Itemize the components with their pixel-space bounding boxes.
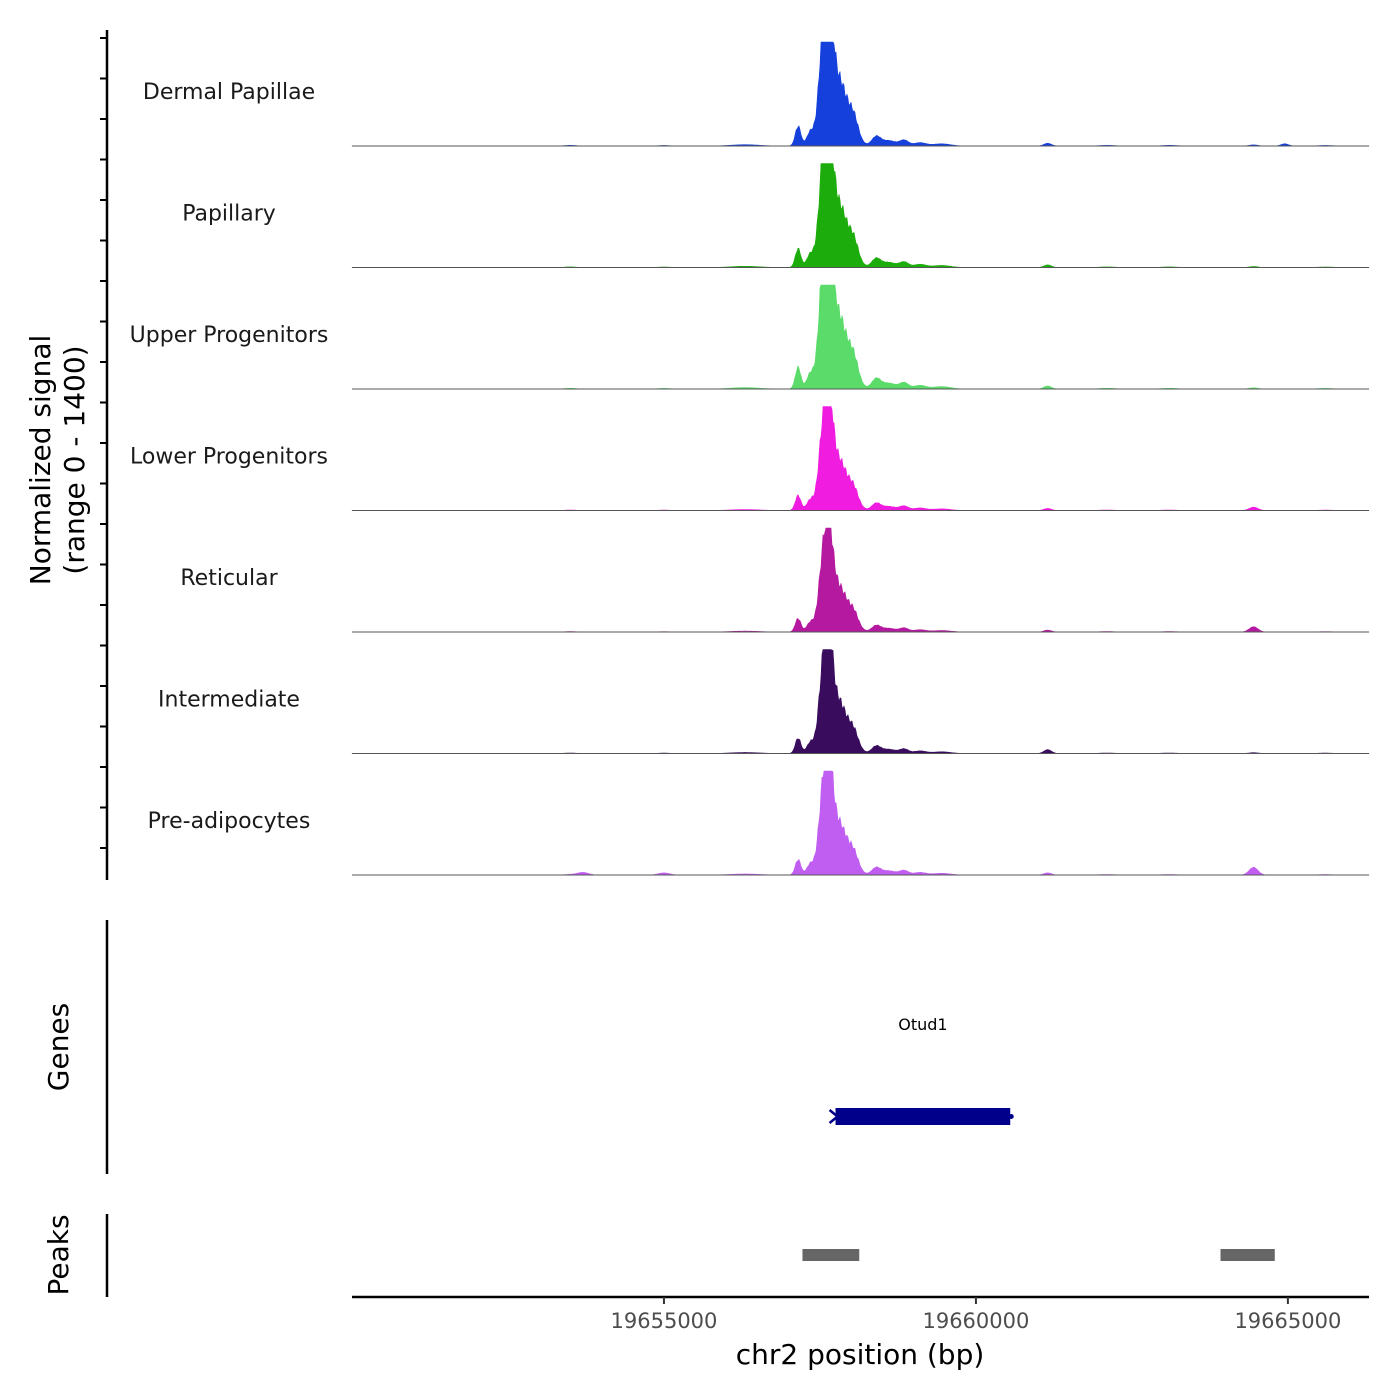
peak-region — [802, 1249, 860, 1261]
signal-area — [351, 41, 1370, 147]
signal-axis-title: Normalized signal (range 0 - 1400) — [24, 335, 91, 586]
x-axis: 19655000 19660000 19665000 chr2 position (… — [352, 1295, 1369, 1371]
track-reticular: Reticular — [180, 527, 1370, 633]
x-tick-label: 19655000 — [611, 1309, 718, 1333]
gene-body — [835, 1108, 1011, 1125]
signal-axis-title-line1: Normalized signal — [24, 335, 57, 586]
x-tick-label: 19660000 — [922, 1309, 1029, 1333]
peaks-track-title: Peaks — [42, 1214, 75, 1295]
track-label: Dermal Papillae — [143, 80, 315, 105]
signal-area — [351, 770, 1370, 876]
track-intermediate: Intermediate — [158, 649, 1370, 754]
genes-layer: Otud1 — [828, 1015, 1014, 1125]
track-pre-adipocytes: Pre-adipocytes — [148, 770, 1370, 876]
signal-y-axis — [100, 30, 109, 880]
gene-end-marker — [1008, 1114, 1014, 1119]
signal-area — [351, 284, 1370, 390]
x-ticks: 19655000 19660000 19665000 — [611, 1297, 1341, 1333]
x-axis-title: chr2 position (bp) — [736, 1338, 985, 1371]
track-label: Reticular — [180, 566, 278, 591]
genes-track-title: Genes — [42, 1003, 75, 1091]
peaks-layer — [802, 1249, 1275, 1261]
signal-area — [351, 527, 1370, 633]
track-label: Pre-adipocytes — [148, 809, 311, 834]
gene-otud1: Otud1 — [828, 1015, 1014, 1125]
track-label: Upper Progenitors — [130, 323, 329, 348]
track-upper-progenitors: Upper Progenitors — [130, 284, 1370, 390]
track-label: Lower Progenitors — [130, 445, 328, 470]
signal-area — [351, 163, 1370, 268]
signal-area — [351, 406, 1370, 511]
track-lower-progenitors: Lower Progenitors — [130, 406, 1370, 511]
gene-strand-arrow — [828, 1109, 840, 1124]
signal-axis-title-line2: (range 0 - 1400) — [58, 345, 91, 574]
signal-tracks: Dermal Papillae Papillary Upper Progenitor… — [130, 41, 1370, 876]
peaks-panel: Peaks — [42, 1214, 1275, 1297]
signal-area — [351, 649, 1370, 754]
genes-panel: Genes Otud1 — [42, 920, 1014, 1174]
x-tick-label: 19665000 — [1234, 1309, 1341, 1333]
track-label: Papillary — [182, 202, 276, 227]
track-label: Intermediate — [158, 688, 300, 713]
track-papillary: Papillary — [182, 163, 1370, 268]
gene-label: Otud1 — [898, 1015, 947, 1034]
track-dermal-papillae: Dermal Papillae — [143, 41, 1370, 147]
peak-region — [1220, 1249, 1275, 1261]
